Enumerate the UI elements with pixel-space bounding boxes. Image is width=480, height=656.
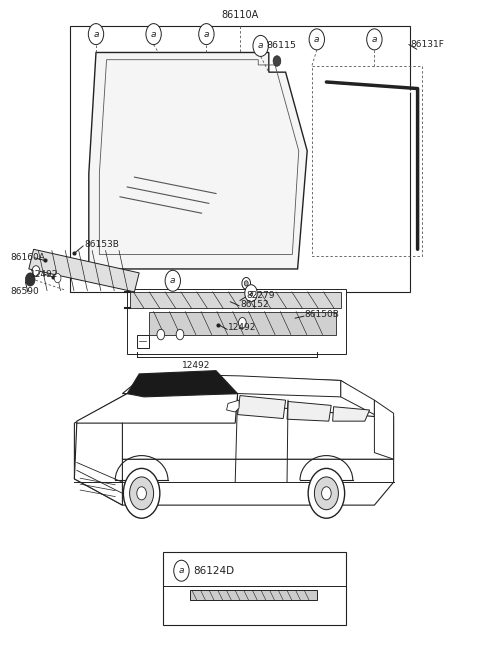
Circle shape bbox=[32, 266, 40, 276]
Text: a: a bbox=[258, 41, 264, 51]
Circle shape bbox=[245, 285, 257, 302]
Circle shape bbox=[88, 24, 104, 45]
Polygon shape bbox=[77, 394, 238, 453]
Text: 86124D: 86124D bbox=[193, 565, 235, 576]
Circle shape bbox=[146, 24, 161, 45]
Circle shape bbox=[54, 274, 61, 283]
Text: 86590: 86590 bbox=[11, 287, 39, 297]
Polygon shape bbox=[130, 292, 341, 308]
Circle shape bbox=[123, 468, 160, 518]
Polygon shape bbox=[122, 374, 374, 417]
Polygon shape bbox=[341, 380, 374, 415]
Circle shape bbox=[239, 318, 246, 328]
Text: a: a bbox=[179, 566, 184, 575]
Text: a: a bbox=[249, 289, 253, 298]
Polygon shape bbox=[333, 407, 370, 421]
Circle shape bbox=[244, 281, 248, 286]
Polygon shape bbox=[74, 394, 394, 459]
Text: 86160A: 86160A bbox=[11, 253, 46, 262]
Polygon shape bbox=[89, 52, 307, 269]
Circle shape bbox=[309, 29, 324, 50]
Polygon shape bbox=[149, 312, 336, 335]
Polygon shape bbox=[227, 400, 239, 412]
Text: 86115: 86115 bbox=[266, 41, 297, 51]
Text: 86153B: 86153B bbox=[84, 239, 119, 249]
Circle shape bbox=[308, 468, 345, 518]
Polygon shape bbox=[287, 401, 331, 421]
Text: a: a bbox=[314, 35, 320, 44]
Circle shape bbox=[314, 477, 338, 510]
Circle shape bbox=[242, 277, 251, 289]
Text: a: a bbox=[170, 276, 176, 285]
Polygon shape bbox=[374, 400, 394, 459]
Circle shape bbox=[137, 487, 146, 500]
Text: a: a bbox=[151, 30, 156, 39]
Text: 82279: 82279 bbox=[246, 291, 275, 300]
Text: a: a bbox=[204, 30, 209, 39]
Circle shape bbox=[273, 56, 281, 66]
Circle shape bbox=[130, 477, 154, 510]
Text: 86131F: 86131F bbox=[410, 40, 444, 49]
Polygon shape bbox=[190, 590, 317, 600]
Polygon shape bbox=[127, 371, 238, 397]
Polygon shape bbox=[29, 249, 139, 292]
Circle shape bbox=[367, 29, 382, 50]
Polygon shape bbox=[74, 459, 394, 505]
Circle shape bbox=[199, 24, 214, 45]
Text: 12492: 12492 bbox=[228, 323, 256, 333]
Polygon shape bbox=[238, 396, 286, 419]
Text: 86110A: 86110A bbox=[221, 10, 259, 20]
Text: 12492: 12492 bbox=[182, 361, 211, 370]
Text: 86152: 86152 bbox=[240, 300, 269, 309]
Circle shape bbox=[176, 329, 184, 340]
Text: 86150B: 86150B bbox=[305, 310, 340, 319]
Circle shape bbox=[165, 270, 180, 291]
Circle shape bbox=[157, 329, 165, 340]
Circle shape bbox=[25, 273, 35, 286]
Circle shape bbox=[174, 560, 189, 581]
Text: 12492: 12492 bbox=[30, 270, 58, 279]
Bar bbox=[127, 289, 346, 354]
Circle shape bbox=[253, 35, 268, 56]
Text: a: a bbox=[372, 35, 377, 44]
Polygon shape bbox=[146, 374, 341, 397]
Text: a: a bbox=[93, 30, 99, 39]
Polygon shape bbox=[137, 335, 149, 348]
Circle shape bbox=[322, 487, 331, 500]
Bar bbox=[70, 26, 410, 292]
Polygon shape bbox=[74, 423, 122, 505]
Bar bbox=[163, 552, 346, 625]
